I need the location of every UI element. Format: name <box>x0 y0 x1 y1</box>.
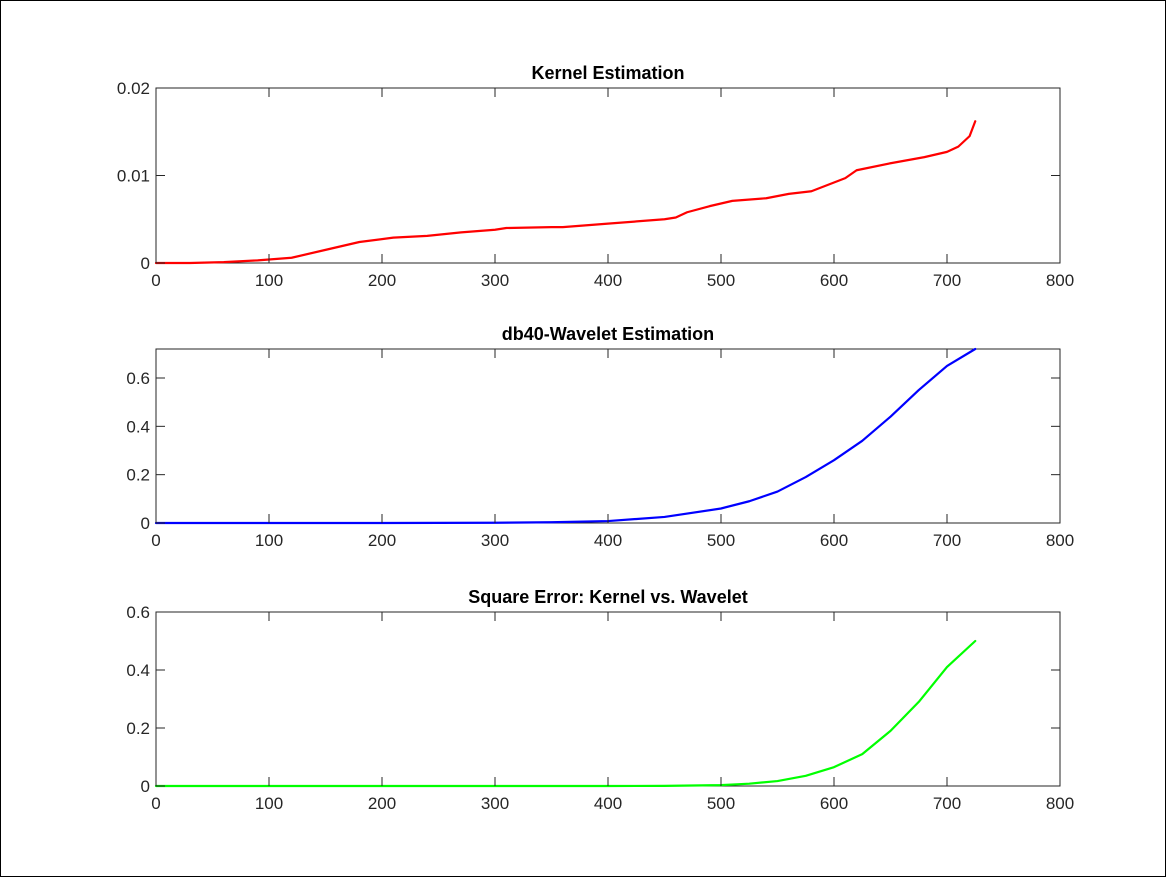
x-tick-label: 0 <box>151 271 160 290</box>
series-line-1 <box>154 639 977 788</box>
x-tick-label: 400 <box>594 271 622 290</box>
x-tick-label: 600 <box>820 271 848 290</box>
x-tick-label: 600 <box>820 531 848 550</box>
x-tick-label: 100 <box>255 531 283 550</box>
x-tick-label: 0 <box>151 794 160 813</box>
y-tick-label: 0 <box>141 514 150 533</box>
series-line-1 <box>154 347 977 525</box>
x-tick-label: 300 <box>481 794 509 813</box>
x-tick-label: 600 <box>820 794 848 813</box>
x-tick-label: 200 <box>368 271 396 290</box>
x-tick-label: 200 <box>368 531 396 550</box>
series-line-1 <box>154 120 977 265</box>
x-tick-label: 800 <box>1046 271 1074 290</box>
y-tick-label: 0.4 <box>126 661 150 680</box>
axes-3: 0 100 200 300 400 500 600 700 800 0 0.2 0.4 0.6 Squar… <box>126 587 1074 813</box>
plot-title: db40-Wavelet Estimation <box>502 324 714 344</box>
y-tick-label: 0 <box>141 254 150 273</box>
x-tick-label: 800 <box>1046 531 1074 550</box>
x-tick-label: 500 <box>707 794 735 813</box>
y-tick-label: 0.4 <box>126 417 150 436</box>
y-tick-label: 0.6 <box>126 369 150 388</box>
axes-frame <box>155 611 1061 787</box>
axes-frame <box>155 348 1061 524</box>
y-tick-label: 0.02 <box>117 79 150 98</box>
y-tick-label: 0 <box>141 777 150 796</box>
y-tick-label: 0.2 <box>126 719 150 738</box>
plot-title: Square Error: Kernel vs. Wavelet <box>468 587 747 607</box>
x-tick-label: 500 <box>707 271 735 290</box>
x-tick-label: 800 <box>1046 794 1074 813</box>
x-tick-label: 700 <box>933 531 961 550</box>
y-tick-label: 0.01 <box>117 167 150 186</box>
plot-title: Kernel Estimation <box>531 63 684 83</box>
x-tick-label: 700 <box>933 271 961 290</box>
x-tick-label: 300 <box>481 271 509 290</box>
x-tick-label: 100 <box>255 794 283 813</box>
axes-frame <box>155 87 1061 264</box>
axes-1: 0 100 200 300 400 500 600 700 800 0 0.01 0.02 Kernel… <box>117 63 1074 290</box>
x-tick-label: 700 <box>933 794 961 813</box>
x-tick-label: 300 <box>481 531 509 550</box>
x-tick-label: 100 <box>255 271 283 290</box>
axes-2: 0 100 200 300 400 500 600 700 800 0 0.2 0.4 0.6 db40-… <box>126 324 1074 550</box>
x-tick-label: 400 <box>594 794 622 813</box>
x-tick-label: 400 <box>594 531 622 550</box>
y-tick-label: 0.6 <box>126 603 150 622</box>
x-tick-label: 500 <box>707 531 735 550</box>
x-tick-label: 200 <box>368 794 396 813</box>
x-tick-label: 0 <box>151 531 160 550</box>
y-tick-label: 0.2 <box>126 466 150 485</box>
